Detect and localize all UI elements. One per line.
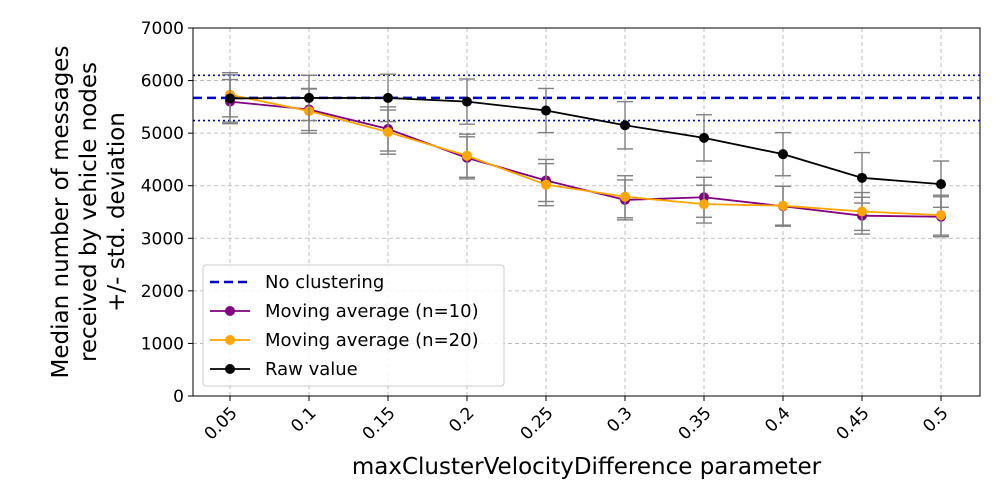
legend-label-moving-average-20: Moving average (n=20)	[265, 330, 479, 351]
data-point	[620, 120, 630, 131]
data-point	[857, 206, 867, 217]
data-point	[541, 105, 551, 116]
y-tick-label: 4000	[141, 177, 184, 197]
legend-label-raw-value: Raw value	[265, 359, 358, 380]
y-axis-label-line-3: +/- std. deviation	[104, 112, 130, 312]
y-tick-label: 5000	[141, 124, 184, 144]
data-point	[936, 210, 946, 221]
data-point	[304, 92, 314, 103]
data-point	[383, 92, 393, 103]
series-raw-value	[222, 73, 949, 208]
x-axis-label: maxClusterVelocityDifference parameter	[352, 454, 822, 480]
data-point	[857, 172, 867, 183]
legend-entry-moving-average-20: Moving average (n=20)	[210, 330, 479, 351]
legend: No clustering Moving average (n=10) Movi…	[202, 264, 505, 387]
y-tick-label: 1000	[141, 334, 184, 354]
data-point	[936, 179, 946, 190]
series-layer	[222, 71, 949, 238]
legend-entry-raw-value: Raw value	[210, 359, 358, 380]
legend-box	[202, 264, 505, 387]
y-tick-label: 6000	[141, 72, 184, 92]
legend-marker-raw-value	[225, 364, 235, 374]
y-tick-label: 7000	[141, 19, 184, 39]
y-tick-label: 3000	[141, 229, 184, 249]
legend-entry-no-clustering: No clustering	[210, 272, 384, 293]
legend-marker-moving-average-10	[225, 306, 235, 316]
y-axis-label-line-2: received by vehicle nodes	[76, 62, 102, 362]
series-line	[229, 97, 942, 186]
y-axis-label-line-1: Median number of messages	[48, 46, 74, 379]
y-tick-label: 0	[173, 387, 184, 407]
data-point	[699, 132, 709, 143]
legend-label-no-clustering: No clustering	[265, 272, 384, 293]
y-axis-label: Median number of messages received by ve…	[48, 46, 130, 379]
data-point	[778, 149, 788, 160]
legend-entry-moving-average-10: Moving average (n=10)	[210, 301, 479, 322]
data-point	[462, 150, 472, 161]
plot-frame	[192, 27, 981, 397]
legend-marker-moving-average-20	[225, 335, 235, 345]
data-point	[778, 200, 788, 211]
data-point	[225, 93, 235, 104]
y-tick-label: 2000	[141, 282, 184, 302]
data-point	[462, 96, 472, 107]
series-line	[229, 93, 942, 217]
data-point	[699, 199, 709, 210]
data-point	[383, 127, 393, 138]
data-point	[620, 191, 630, 202]
data-point	[541, 179, 551, 190]
series-moving-average-20	[222, 71, 949, 236]
legend-label-moving-average-10: Moving average (n=10)	[265, 301, 479, 322]
